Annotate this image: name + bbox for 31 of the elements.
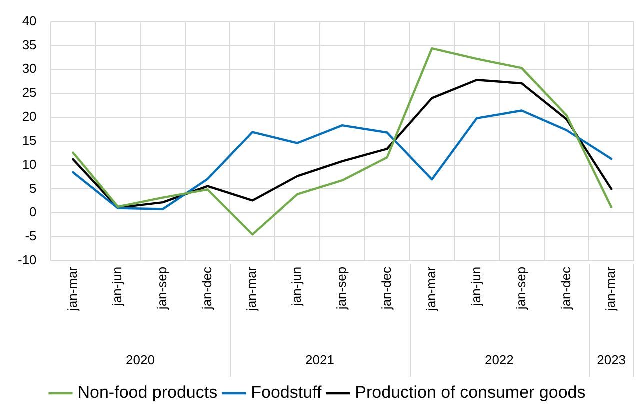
x-tick-label: jan-dec <box>199 266 214 311</box>
x-tick-label: jan-mar <box>424 266 439 312</box>
x-tick-label: jan-mar <box>244 266 260 312</box>
x-tick-label: jan-jun <box>289 266 304 307</box>
y-tick-label: -10 <box>18 252 37 268</box>
text: 2022 <box>484 352 514 368</box>
y-tick-label: 15 <box>22 132 37 148</box>
x-tick-label: jan-sep <box>513 266 528 311</box>
x-tick-label: jan-mar <box>603 266 618 312</box>
y-tick-label: 35 <box>22 37 37 52</box>
legend-label: Non-food products <box>78 383 218 402</box>
x-tick-label: jan-mar <box>64 266 80 312</box>
y-tick-label: 40 <box>22 13 37 28</box>
y-tick-label: 20 <box>22 109 37 124</box>
x-tick-label: jan-jun <box>110 266 125 307</box>
y-tick-label: 0 <box>30 204 37 220</box>
legend-label: Production of consumer goods <box>355 383 586 402</box>
y-tick-label: -5 <box>25 228 37 244</box>
x-tick-label: jan-sep <box>154 266 170 311</box>
text: 2020 <box>126 352 155 368</box>
y-tick-label: 10 <box>22 156 37 172</box>
y-tick-label: 25 <box>22 85 37 100</box>
x-tick-label: jan-sep <box>334 266 349 311</box>
x-tick-label: jan-dec <box>558 266 574 311</box>
text: 2021 <box>306 352 334 368</box>
x-tick-label: jan-jun <box>468 266 484 307</box>
x-tick-label: jan-dec <box>378 266 394 311</box>
legend-label: Foodstuff <box>251 383 322 402</box>
text: 2023 <box>597 352 626 368</box>
y-tick-label: 30 <box>22 61 37 76</box>
y-tick-label: 5 <box>30 180 37 196</box>
